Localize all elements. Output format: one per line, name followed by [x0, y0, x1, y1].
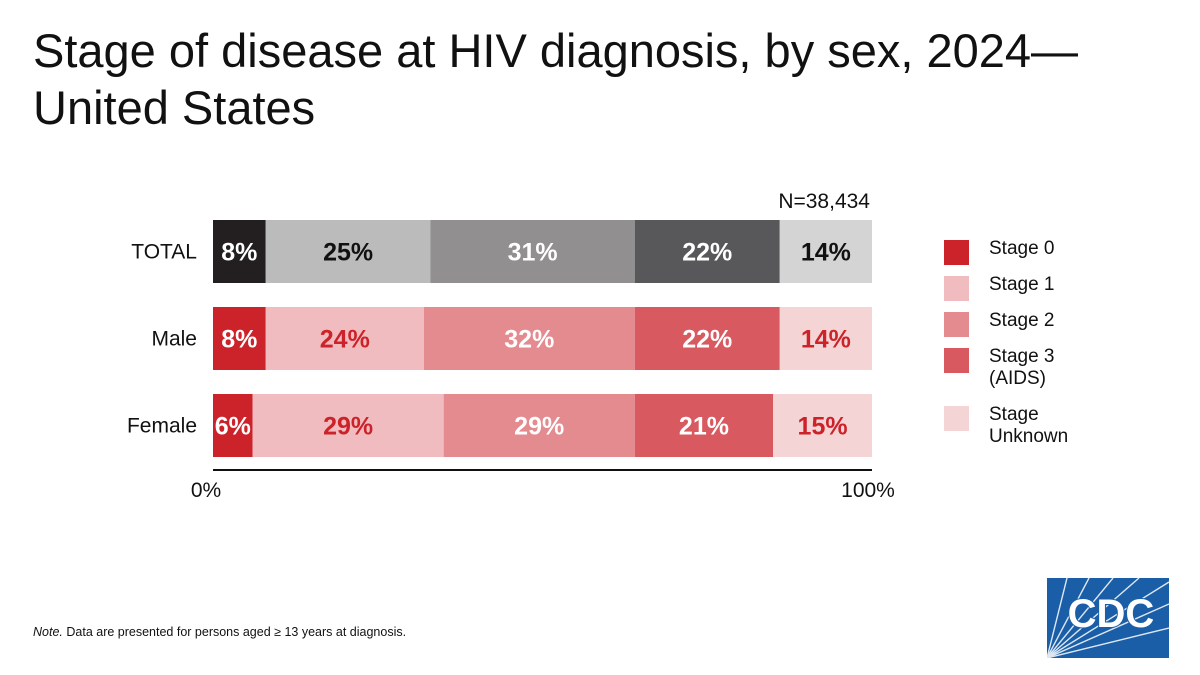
- legend-item-stage-2: Stage 2: [944, 310, 1164, 346]
- chart-legend: Stage 0 Stage 1 Stage 2 Stage 3 (AIDS) S…: [944, 238, 1164, 462]
- bar-segment: [252, 394, 444, 457]
- bar-segment: [634, 220, 780, 283]
- logo-text: CDC: [1068, 592, 1155, 636]
- data-label: 15%: [798, 413, 848, 441]
- legend-item-stage-unknown: Stage Unknown: [944, 404, 1164, 462]
- x-tick-label: 0%: [191, 479, 221, 502]
- data-label: 6%: [215, 413, 251, 441]
- bar-segment: [779, 220, 872, 283]
- legend-swatch: [944, 312, 969, 337]
- note-label: Note.: [33, 625, 63, 639]
- legend-swatch: [944, 406, 969, 431]
- sample-size-label: N=38,434: [778, 190, 870, 213]
- cdc-logo: CDC: [1047, 578, 1169, 658]
- bar-segment: [779, 307, 872, 370]
- legend-label: Stage 0: [989, 238, 1055, 259]
- category-label: Female: [127, 415, 197, 438]
- bar-segment: [265, 307, 424, 370]
- legend-label: Stage 1: [989, 274, 1055, 295]
- legend-item-stage-3: Stage 3 (AIDS): [944, 346, 1164, 404]
- data-label: 22%: [682, 239, 732, 267]
- data-label: 29%: [323, 413, 373, 441]
- logo-rays: [1047, 578, 1169, 658]
- bar-segment: [773, 394, 872, 457]
- data-label: 29%: [514, 413, 564, 441]
- bar-segment: [265, 220, 431, 283]
- legend-swatch: [944, 276, 969, 301]
- legend-swatch: [944, 348, 969, 373]
- data-label: 14%: [801, 326, 851, 354]
- bar-segment: [634, 307, 780, 370]
- category-label: Male: [151, 328, 197, 351]
- note-text: Data are presented for persons aged ≥ 13…: [62, 625, 407, 639]
- data-label: 31%: [508, 239, 558, 267]
- legend-label: Stage Unknown: [989, 404, 1069, 447]
- bar-segment: [423, 307, 635, 370]
- data-label: 24%: [320, 326, 370, 354]
- data-label: 22%: [682, 326, 732, 354]
- bar-segment: [213, 394, 253, 457]
- bar-segment: [213, 307, 266, 370]
- chart-title: Stage of disease at HIV diagnosis, by se…: [33, 24, 1079, 134]
- bar-segment: [634, 394, 774, 457]
- x-tick-label: 100%: [841, 479, 895, 502]
- data-label: 8%: [221, 326, 257, 354]
- legend-item-stage-0: Stage 0: [944, 238, 1164, 274]
- data-label: 32%: [504, 326, 554, 354]
- footnote: Note. Data are presented for persons age…: [33, 625, 406, 639]
- category-label: TOTAL: [131, 241, 197, 264]
- data-label: 8%: [221, 239, 257, 267]
- bar-segment: [430, 220, 635, 283]
- data-label: 21%: [679, 413, 729, 441]
- data-label: 14%: [801, 239, 851, 267]
- legend-swatch: [944, 240, 969, 265]
- legend-label: Stage 2: [989, 310, 1055, 331]
- legend-item-stage-1: Stage 1: [944, 274, 1164, 310]
- bar-segment: [443, 394, 635, 457]
- data-label: 25%: [323, 239, 373, 267]
- bar-segment: [213, 220, 266, 283]
- legend-label: Stage 3 (AIDS): [989, 346, 1055, 389]
